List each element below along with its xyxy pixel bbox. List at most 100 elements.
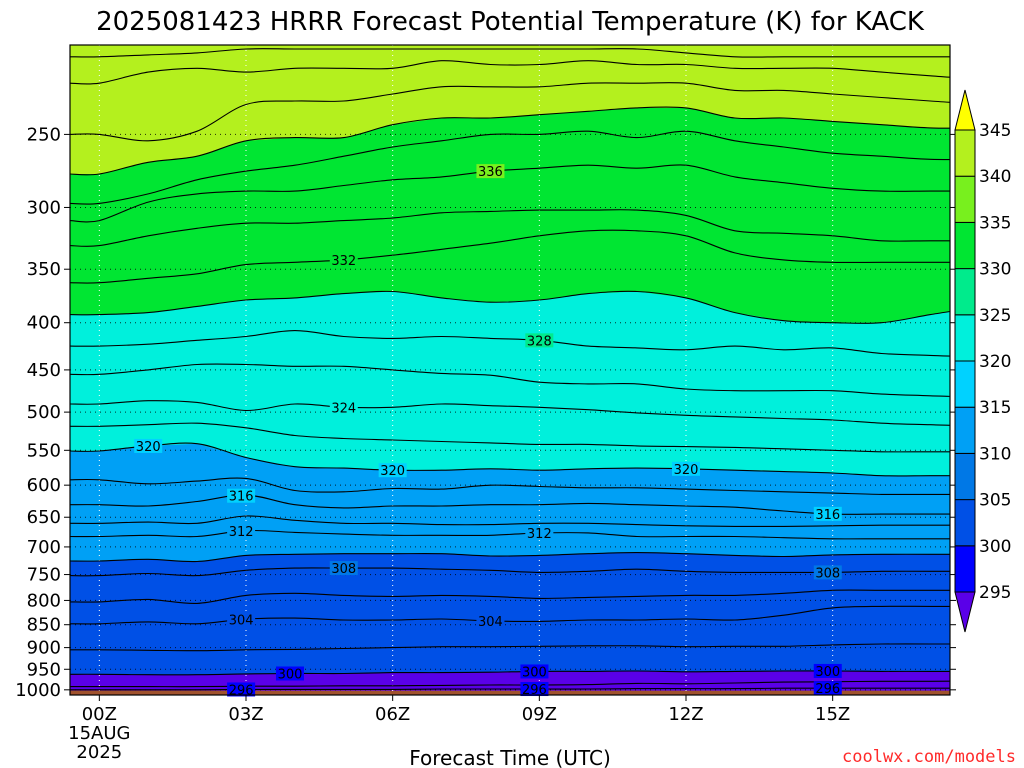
contour-label-bg [276,666,304,681]
contour-label-bg [329,561,358,576]
colorbar-tick-label: 295 [979,583,1011,603]
contour-label-bg [378,463,407,478]
colorbar-tick-label: 330 [979,260,1011,280]
colorbar-segment [954,406,976,454]
contour-label: 316 [815,508,840,523]
colorbar-tick-label: 300 [979,537,1011,557]
colorbar-segment [954,545,976,593]
x-tick-label: 2025 [76,742,122,763]
y-tick-label: 450 [27,360,61,381]
contour-label-bg [520,682,549,697]
colorbar-segment [954,175,976,223]
colorbar-tick-label: 340 [979,167,1011,187]
contour-336 [70,164,950,223]
y-tick-label: 1000 [15,680,61,701]
colorbar-segment [954,314,976,362]
contour-label: 296 [229,683,254,698]
contour-label: 308 [815,566,840,581]
contour-label-bg [525,525,554,540]
contour-label: 296 [815,682,840,697]
ground-strip [70,690,950,695]
y-tick-label: 650 [27,507,61,528]
contour-322 [70,422,950,453]
contour-334 [70,209,950,247]
contour-316 [70,494,950,515]
x-tick-label: 12Z [668,704,703,725]
colorbar-tick-label: 305 [979,491,1011,511]
contour-label: 304 [229,613,254,628]
contour-label-bg [672,461,700,476]
contour-label-bg [520,664,549,679]
contour-label-bg [525,333,554,348]
colorbar-segment [954,129,976,177]
y-tick-label: 950 [27,659,61,680]
x-tick-label: 15AUG [68,723,130,744]
contour-label: 296 [522,683,547,698]
colorbar-tick-label: 325 [979,306,1011,326]
y-tick-label: 900 [27,638,61,659]
contour-label: 320 [136,440,161,455]
colorbar-segment [954,221,976,270]
contour-326 [70,363,950,398]
y-tick-label: 550 [27,440,61,461]
contour-302 [70,643,950,652]
contour-344 [70,60,950,85]
y-tick-label: 600 [27,475,61,496]
fill-band-340 [70,45,950,174]
contour-label: 304 [478,615,503,630]
x-axis-label: Forecast Time (UTC) [409,746,611,768]
contour-label: 328 [527,334,552,349]
contour-label: 308 [331,562,356,577]
contour-label-bg [813,506,842,521]
x-tick-label: 03Z [228,704,263,725]
colorbar-bottom-arrow [954,591,976,633]
contour-324 [70,400,950,427]
contour-label-bg [476,613,505,628]
y-tick-label: 700 [27,537,61,558]
contour-338 [70,130,950,205]
contour-label-bg [134,438,163,453]
contour-label: 324 [331,401,356,416]
colorbar-segment [954,360,976,408]
contour-label-bg [813,681,842,696]
y-tick-label: 350 [27,259,61,280]
contour-label-bg [813,663,842,678]
contour-346 [70,48,950,58]
contour-label: 300 [815,665,840,680]
colorbar-tick-label: 345 [979,121,1011,141]
contour-330 [70,290,950,324]
contour-label: 300 [522,665,547,680]
colorbar-tick-label: 320 [979,352,1011,372]
contour-label: 320 [674,463,699,478]
contour-label-bg [476,164,505,179]
x-tick-label: 15Z [815,704,850,725]
y-tick-label: 250 [27,124,61,145]
x-tick-label: 09Z [522,704,557,725]
y-tick-label: 300 [27,197,61,218]
contour-320 [70,442,950,477]
colorbar-top-arrow [954,89,976,131]
colorbar-segment [954,499,976,547]
x-tick-label: 06Z [375,704,410,725]
contour-306 [70,589,950,604]
contour-340 [70,106,950,176]
y-tick-label: 850 [27,615,61,636]
contour-label: 300 [278,668,303,683]
plot-area: 296 296 296 300 300 300 304 304 308 308 312 312 316 3… [15,44,956,763]
y-tick-label: 500 [27,402,61,423]
x-tick-label: 00Z [82,704,117,725]
colorbar-segment [954,268,976,316]
y-tick-label: 800 [27,590,61,611]
contour-332 [70,229,950,284]
chart-title: 2025081423 HRRR Forecast Potential Tempe… [96,7,925,37]
contour-label-bg [227,612,256,627]
contour-label-bg [227,682,256,697]
plot-clip-group [70,45,950,695]
contour-label-bg [329,400,358,415]
colorbar-tick-label: 335 [979,213,1011,233]
colorbar-tick-label: 310 [979,444,1011,464]
contour-label-bg [813,565,842,580]
contour-308 [70,567,950,577]
contour-318 [70,477,950,496]
